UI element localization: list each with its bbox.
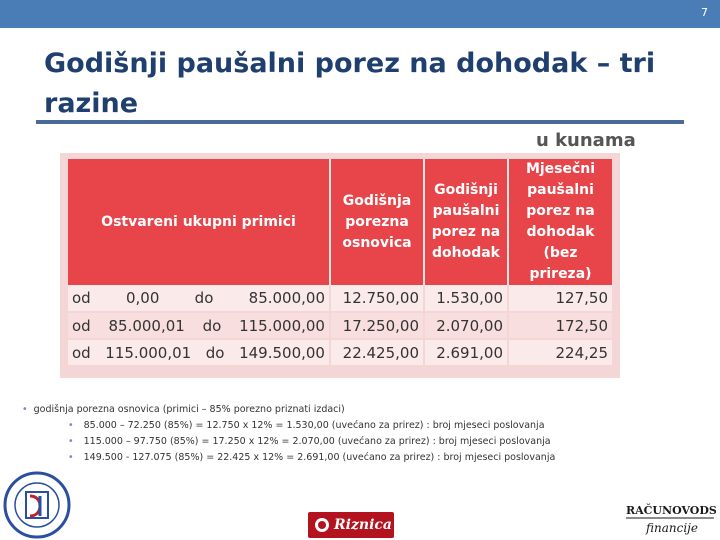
annual-tax-cell: 2.070,00	[424, 312, 509, 340]
riznica-emblem-icon	[315, 518, 329, 532]
note-item: • 115.000 – 97.750 (85%) = 17.250 x 12% …	[22, 434, 622, 450]
note-item-text: 149.500 - 127.075 (85%) = 22.425 x 12% =…	[83, 452, 556, 463]
note-main: • godišnja porezna osnovica (primici – 8…	[22, 402, 622, 418]
annual-tax-cell: 2.691,00	[424, 339, 509, 367]
tax-table-container: Ostvareni ukupni primici Godišnja porezn…	[60, 153, 620, 378]
unit-label: u kunama	[536, 130, 636, 151]
table-row: od 85.000,01 do 115.000,00 17.250,00 2.0…	[68, 312, 612, 340]
tax-table: Ostvareni ukupni primici Godišnja porezn…	[68, 159, 612, 367]
from-word: od	[72, 343, 91, 362]
from-word: od	[72, 316, 91, 335]
tax-base-cell: 17.250,00	[330, 312, 425, 340]
table-row: od 0,00 do 85.000,00 12.750,00 1.530,00 …	[68, 285, 612, 313]
to-value: 149.500,00	[239, 343, 325, 362]
top-bar: 7	[0, 0, 720, 28]
tax-base-cell: 12.750,00	[330, 285, 425, 313]
note-item-text: 115.000 – 97.750 (85%) = 17.250 x 12% = …	[83, 436, 551, 447]
title-divider	[36, 120, 684, 124]
association-seal-logo	[3, 471, 71, 539]
to-word: do	[194, 289, 214, 307]
monthly-tax-cell: 224,25	[508, 339, 612, 367]
monthly-tax-cell: 127,50	[508, 285, 612, 313]
income-range-cell: od 85.000,01 do 115.000,00	[68, 312, 331, 340]
to-value: 115.000,00	[239, 316, 325, 335]
from-value: 0,00	[125, 289, 160, 307]
header-income: Ostvareni ukupni primici	[68, 159, 331, 285]
logo-right-top: RAČUNOVODSTVO	[626, 503, 716, 517]
bullet-icon: •	[68, 436, 74, 447]
to-value: 85.000,00	[248, 289, 325, 307]
header-annual-tax: Godišnji paušalni porez na dohodak	[424, 159, 509, 285]
to-word: do	[205, 343, 225, 362]
header-monthly-tax: Mjesečni paušalni porez na dohodak (bez …	[508, 159, 612, 285]
annual-tax-cell: 1.530,00	[424, 285, 509, 313]
bullet-icon: •	[68, 420, 74, 431]
riznica-logo-text: Riznica	[334, 517, 392, 533]
to-word: do	[202, 316, 222, 335]
table-header-row: Ostvareni ukupni primici Godišnja porezn…	[68, 159, 612, 285]
note-item-text: 85.000 – 72.250 (85%) = 12.750 x 12% = 1…	[83, 420, 545, 431]
racunovodstvo-financije-logo: RAČUNOVODSTVO financije	[626, 503, 716, 535]
bullet-icon: •	[22, 404, 28, 415]
header-tax-base: Godišnja porezna osnovica	[330, 159, 425, 285]
tax-base-cell: 22.425,00	[330, 339, 425, 367]
from-value: 85.000,01	[108, 316, 185, 335]
notes: • godišnja porezna osnovica (primici – 8…	[22, 402, 622, 466]
slide-number: 7	[701, 6, 708, 19]
table-row: od 115.000,01 do 149.500,00 22.425,00 2.…	[68, 339, 612, 367]
slide-title: Godišnji paušalni porez na dohodak – tri…	[44, 48, 656, 119]
from-value: 115.000,01	[105, 343, 192, 362]
note-item: • 149.500 - 127.075 (85%) = 22.425 x 12%…	[22, 450, 622, 466]
monthly-tax-cell: 172,50	[508, 312, 612, 340]
logo-right-bottom: financije	[645, 521, 698, 535]
note-main-text: godišnja porezna osnovica (primici – 85%…	[33, 404, 345, 415]
bullet-icon: •	[68, 452, 74, 463]
income-range-cell: od 0,00 do 85.000,00	[68, 285, 331, 313]
riznica-logo: Riznica	[308, 512, 394, 538]
note-item: • 85.000 – 72.250 (85%) = 12.750 x 12% =…	[22, 418, 622, 434]
income-range-cell: od 115.000,01 do 149.500,00	[68, 339, 331, 367]
from-word: od	[72, 289, 91, 307]
